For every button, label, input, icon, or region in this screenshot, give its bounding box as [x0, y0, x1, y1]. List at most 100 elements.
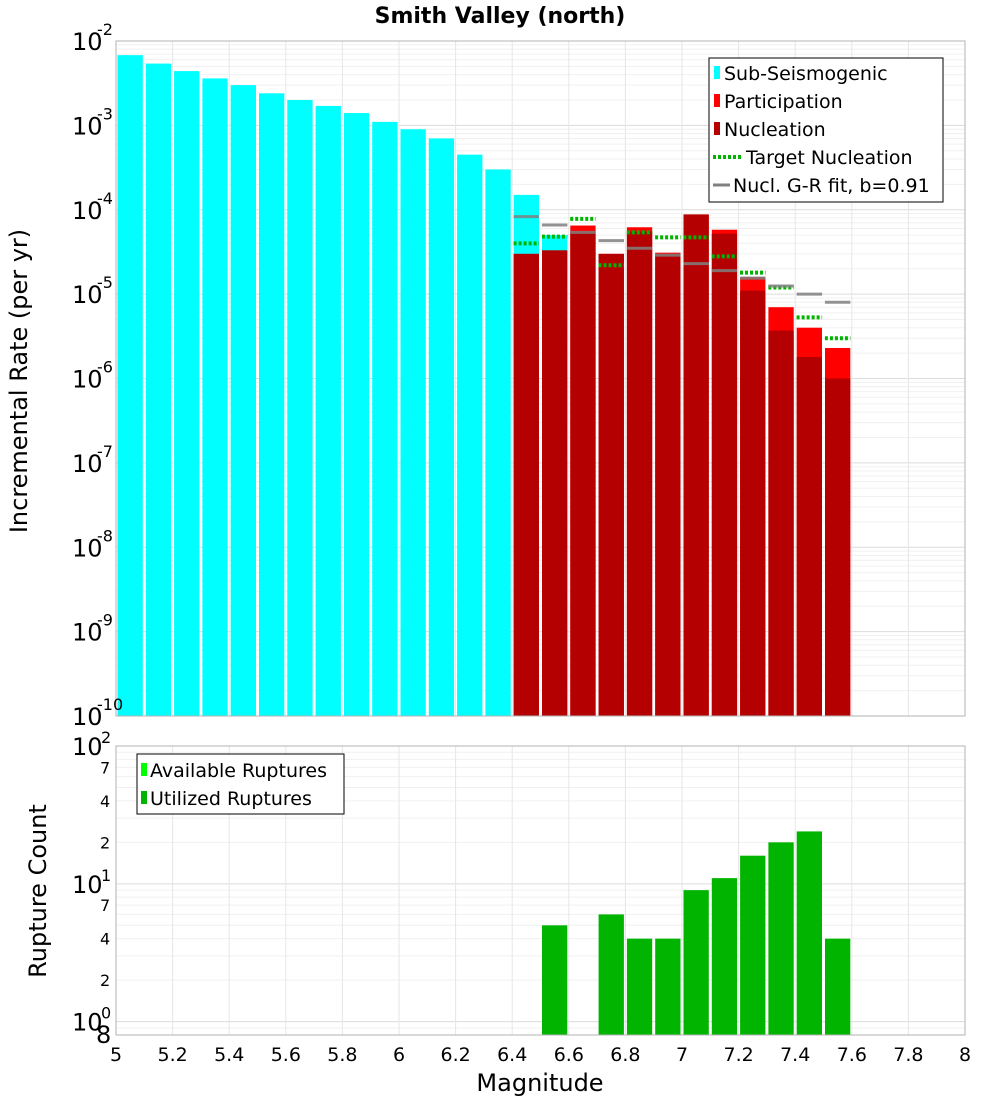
sub-seismogenic-bar [457, 154, 483, 716]
sub-seismogenic-bar [287, 99, 313, 717]
x-tick-label: 7 [676, 1044, 688, 1066]
top-y-tick-exponent: -9 [97, 611, 113, 630]
utilized-ruptures-bar [711, 878, 738, 1035]
top-legend-box [708, 57, 944, 203]
nucleation-bar [570, 231, 596, 716]
x-tick-label: 8 [959, 1044, 971, 1066]
bottom-y-minor-tick: 4 [100, 930, 110, 949]
x-tick-label: 5.4 [214, 1044, 244, 1066]
bottom-legend-box [136, 753, 345, 815]
bottom-y-tick-exponent: 1 [101, 866, 111, 885]
nucleation-bar [768, 330, 794, 716]
utilized-ruptures-bar [542, 925, 568, 1035]
bottom-y-minor-tick: 7 [100, 758, 110, 777]
utilized-ruptures-bar [626, 938, 653, 1035]
top-plot-frame [115, 40, 966, 717]
x-tick-label: 7.6 [837, 1044, 867, 1066]
top-y-tick-exponent: -4 [97, 189, 113, 208]
top-y-tick-base: 10 [72, 28, 103, 56]
legend-swatch-utilized-ruptures [141, 791, 147, 804]
x-tick-label: 7.2 [723, 1044, 753, 1066]
utilized-ruptures-bar [655, 938, 681, 1035]
x-tick-label: 6 [393, 1044, 405, 1066]
utilized-ruptures-bar [796, 831, 822, 1035]
top-y-tick-base: 10 [72, 703, 103, 731]
x-tick-labels: 5 5.2 5.4 5.6 5.8 6 6.2 6.4 6.6 6.8 7 7.2 7.4 7.6 7.8 8 [110, 1044, 971, 1066]
top-y-tick-exponent: -5 [97, 273, 113, 292]
top-bars [117, 55, 851, 717]
bottom-legend: Available Ruptures Utilized Ruptures [136, 753, 345, 815]
nucleation-bar [542, 250, 568, 717]
legend-label-target-nucleation: Target Nucleation [745, 147, 913, 169]
sub-seismogenic-bar [117, 55, 143, 716]
sub-seismogenic-bar [202, 78, 228, 717]
bottom-y-minor-tick: 8 [96, 1021, 111, 1049]
nucleation-bar [711, 233, 738, 716]
x-tick-label: 6.4 [497, 1044, 527, 1066]
sub-seismogenic-bar [485, 169, 511, 716]
top-y-tick-base: 10 [72, 281, 103, 309]
x-tick-label: 6.8 [610, 1044, 640, 1066]
nucleation-bar [626, 231, 653, 716]
utilized-ruptures-bar [740, 855, 766, 1035]
sub-seismogenic-bar [174, 71, 200, 716]
nucleation-bar [796, 356, 822, 716]
top-y-tick-base: 10 [72, 450, 103, 478]
top-y-tick-base: 10 [72, 197, 103, 225]
top-y-tick-base: 10 [72, 619, 103, 647]
legend-swatch-available-ruptures [141, 763, 147, 776]
nucleation-bar [740, 290, 766, 716]
top-y-tick-exponent: -8 [97, 526, 113, 545]
nucleation-bar [513, 253, 539, 716]
bottom-y-tick-base: 10 [72, 733, 103, 761]
legend-swatch-participation [714, 94, 720, 107]
utilized-ruptures-bar [598, 914, 624, 1035]
bottom-y-minor-tick: 2 [100, 971, 110, 990]
bottom-y-minor-tick: 4 [100, 792, 110, 811]
nucleation-bar [825, 378, 851, 716]
legend-label-available-ruptures: Available Ruptures [150, 760, 327, 782]
x-tick-label: 6.2 [440, 1044, 470, 1066]
bottom-bars [542, 831, 851, 1035]
legend-label-utilized-ruptures: Utilized Ruptures [150, 788, 312, 810]
sub-seismogenic-bar [145, 63, 172, 716]
legend-label-participation: Participation [724, 91, 843, 113]
top-y-tick-base: 10 [72, 112, 103, 140]
legend-label-gr-fit: Nucl. G-R fit, b=0.91 [733, 175, 930, 197]
sub-seismogenic-bar [315, 105, 341, 717]
bottom-y-minor-tick: 2 [100, 833, 110, 852]
top-y-tick-exponent: -6 [97, 358, 113, 377]
x-tick-label: 5.2 [157, 1044, 187, 1066]
bottom-y-axis-label: Rupture Count [24, 804, 52, 978]
top-y-tick-exponent: -2 [97, 20, 113, 39]
sub-seismogenic-bar [400, 129, 426, 717]
sub-seismogenic-bar [343, 113, 370, 716]
bottom-y-tick-exponent: 0 [101, 1004, 111, 1023]
chart-title: Smith Valley (north) [375, 4, 626, 29]
top-y-tick-exponent: -3 [97, 104, 113, 123]
x-tick-label: 5.8 [327, 1044, 357, 1066]
bottom-y-tick-exponent: 2 [101, 728, 111, 747]
legend-swatch-sub-seismogenic [714, 66, 720, 79]
top-lines [513, 215, 851, 341]
top-y-tick-base: 10 [72, 366, 103, 394]
bottom-y-tick-base: 10 [72, 1009, 103, 1037]
sub-seismogenic-bar [230, 85, 256, 716]
x-tick-label: 6.6 [554, 1044, 584, 1066]
top-y-tick-exponent: -7 [97, 442, 113, 461]
top-y-tick-base: 10 [72, 534, 103, 562]
top-y-axis-label: Incremental Rate (per yr) [5, 229, 33, 533]
bottom-y-tick-base: 10 [72, 871, 103, 899]
utilized-ruptures-bar [825, 938, 851, 1035]
x-axis-label: Magnitude [476, 1069, 603, 1097]
legend-swatch-nucleation [714, 122, 720, 135]
x-tick-label: 7.4 [780, 1044, 810, 1066]
x-tick-label: 7.8 [893, 1044, 923, 1066]
legend-label-sub-seismogenic: Sub-Seismogenic [724, 63, 888, 85]
top-legend: Sub-Seismogenic Participation Nucleation… [708, 57, 944, 203]
